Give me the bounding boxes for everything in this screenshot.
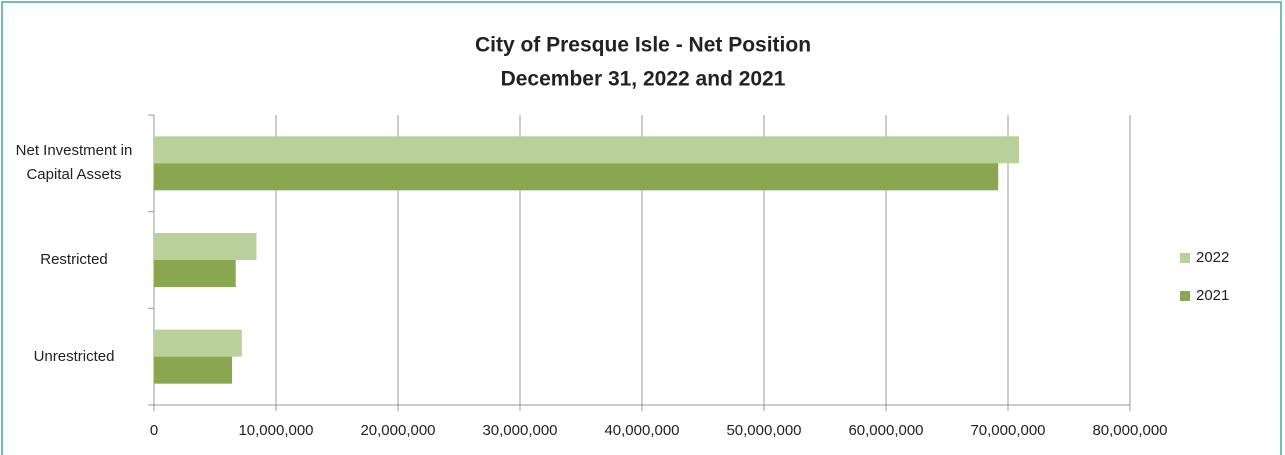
- x-tick-label: 50,000,000: [726, 422, 801, 439]
- bar: [154, 356, 233, 384]
- x-tick-label: 40,000,000: [604, 422, 679, 439]
- y-tick-label: Restricted: [40, 251, 108, 268]
- x-tick-label: 80,000,000: [1092, 422, 1167, 439]
- legend-label: 2021: [1196, 287, 1229, 304]
- x-tick-label: 30,000,000: [482, 422, 557, 439]
- x-tick-label: 10,000,000: [238, 422, 313, 439]
- chart-subtitle: December 31, 2022 and 2021: [501, 68, 786, 91]
- bar: [154, 136, 1019, 164]
- legend-swatch: [1180, 253, 1190, 263]
- bar: [154, 233, 257, 260]
- legend-label: 2022: [1196, 249, 1229, 266]
- x-tick-label: 70,000,000: [970, 422, 1045, 439]
- bar: [154, 260, 236, 287]
- bar: [154, 329, 242, 357]
- x-tick-label: 60,000,000: [848, 422, 923, 439]
- bar: [154, 163, 999, 191]
- legend-swatch: [1180, 291, 1190, 301]
- y-tick-label: Unrestricted: [33, 347, 115, 365]
- y-tick-label: Net Investment in Capital Assets: [15, 142, 133, 184]
- chart-title: City of Presque Isle - Net Position: [475, 34, 811, 57]
- x-tick-label: 0: [150, 422, 158, 439]
- x-tick-label: 20,000,000: [360, 422, 435, 439]
